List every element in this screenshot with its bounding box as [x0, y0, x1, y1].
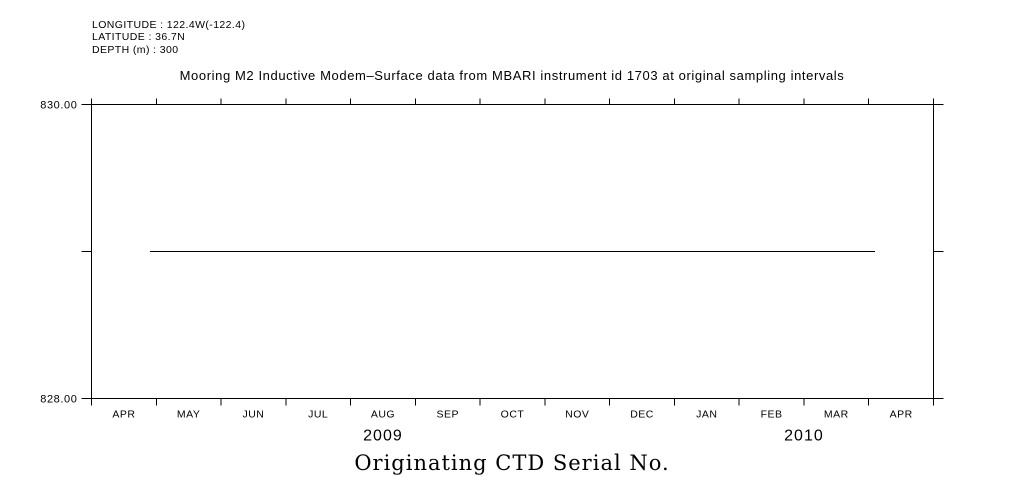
- year-label: 2010: [784, 428, 824, 445]
- month-label: APR: [112, 409, 135, 421]
- station-info: LONGITUDE : 122.4W(-122.4) LATITUDE : 36…: [92, 19, 245, 56]
- month-label: JAN: [696, 409, 717, 421]
- y-tick-label: 828.00: [40, 394, 77, 406]
- month-label: MAR: [824, 409, 849, 421]
- month-label: AUG: [371, 409, 395, 421]
- plot-title: Mooring M2 Inductive Modem–Surface data …: [179, 68, 845, 83]
- y-tick-label: 830.00: [40, 100, 77, 112]
- month-label: JUN: [242, 409, 264, 421]
- month-label: APR: [890, 409, 913, 421]
- month-label: DEC: [630, 409, 654, 421]
- month-label: FEB: [761, 409, 783, 421]
- month-label: NOV: [565, 409, 589, 421]
- longitude-label: LONGITUDE : 122.4W(-122.4): [92, 19, 246, 31]
- year-label: 2009: [363, 428, 403, 445]
- latitude-label: LATITUDE : 36.7N: [92, 31, 186, 44]
- month-label: MAY: [177, 409, 200, 421]
- month-label: SEP: [436, 409, 459, 421]
- x-axis-title: Originating CTD Serial No.: [354, 451, 670, 475]
- depth-label: DEPTH (m) : 300: [92, 43, 179, 56]
- month-label: JUL: [308, 409, 328, 421]
- month-label: OCT: [501, 409, 525, 421]
